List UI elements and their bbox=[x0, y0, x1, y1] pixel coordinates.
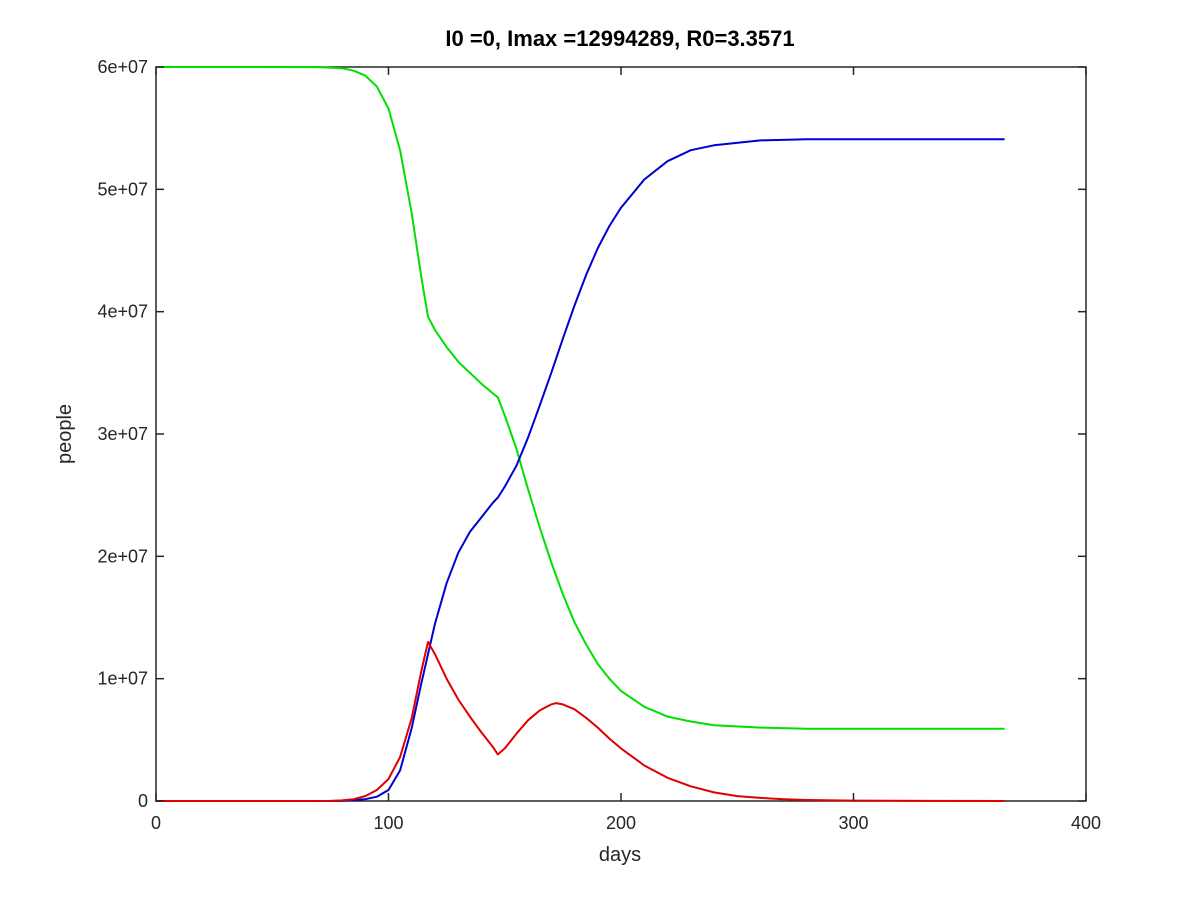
y-tick-label: 4e+07 bbox=[97, 302, 148, 322]
x-tick-label: 300 bbox=[838, 813, 868, 833]
x-tick-label: 400 bbox=[1071, 813, 1101, 833]
y-tick-label: 2e+07 bbox=[97, 546, 148, 566]
x-tick-label: 200 bbox=[606, 813, 636, 833]
x-tick-label: 0 bbox=[151, 813, 161, 833]
y-tick-label: 0 bbox=[138, 791, 148, 811]
y-tick-label: 6e+07 bbox=[97, 57, 148, 77]
x-axis-label: days bbox=[599, 844, 641, 866]
x-tick-label: 100 bbox=[373, 813, 403, 833]
series-layer bbox=[156, 66, 1005, 802]
y-tick-label: 5e+07 bbox=[97, 179, 148, 199]
ticks-layer: 0 100 200 300 400 0 1e+07 2e+07 3e+07 4e+07 5e+07 6… bbox=[97, 57, 1101, 833]
series-line-3 bbox=[156, 641, 1005, 802]
series-line-1 bbox=[156, 66, 1005, 730]
y-tick-label: 1e+07 bbox=[97, 669, 148, 689]
y-tick-label: 3e+07 bbox=[97, 424, 148, 444]
y-axis-label: people bbox=[54, 404, 76, 464]
series-line-2 bbox=[156, 138, 1005, 802]
chart-title: I0 =0, Imax =12994289, R0=3.3571 bbox=[445, 26, 794, 51]
